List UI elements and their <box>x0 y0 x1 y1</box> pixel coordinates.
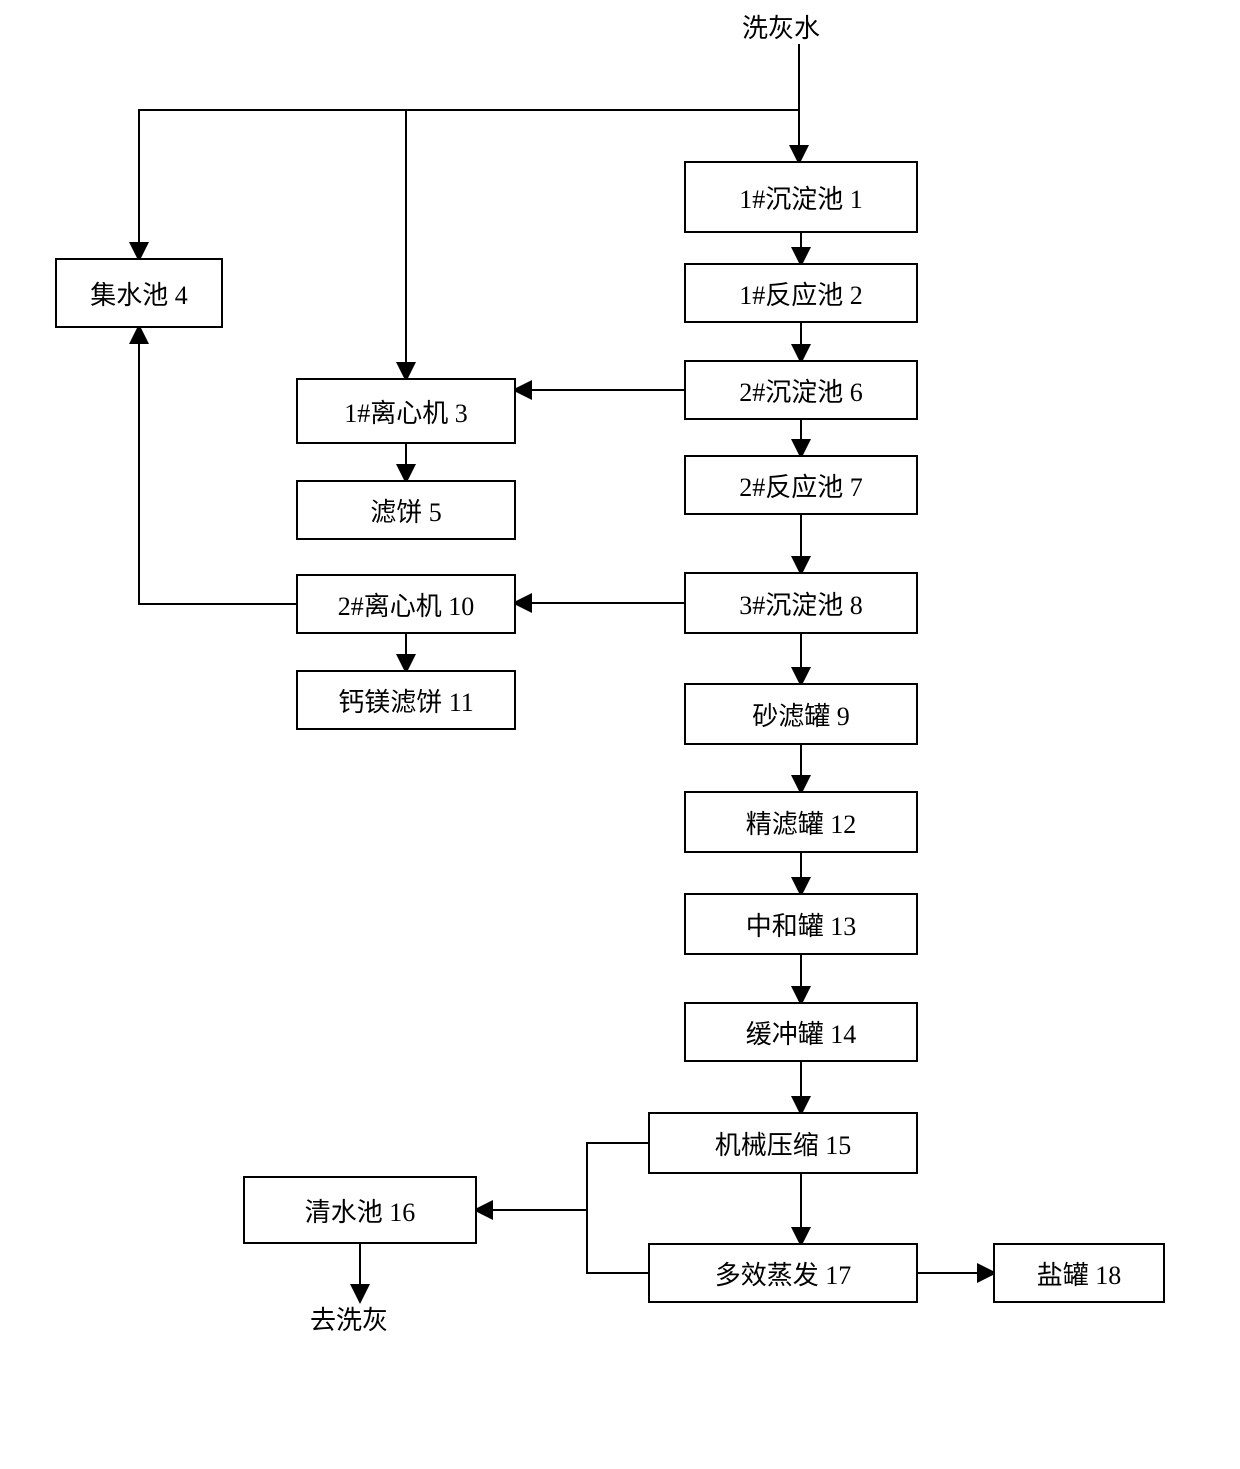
edge-n15_left-n16 <box>477 1143 648 1210</box>
edge-n17_left-n16_b <box>587 1210 648 1273</box>
node-n10: 2#离心机 10 <box>296 574 516 634</box>
node-input_label: 洗灰水 <box>742 8 820 45</box>
node-n13: 中和罐 13 <box>684 893 918 955</box>
node-n3: 1#离心机 3 <box>296 378 516 444</box>
node-n1: 1#沉淀池 1 <box>684 161 918 233</box>
node-output_label: 去洗灰 <box>310 1300 388 1337</box>
node-n6: 2#沉淀池 6 <box>684 360 918 420</box>
node-n17: 多效蒸发 17 <box>648 1243 918 1303</box>
node-n4: 集水池 4 <box>55 258 223 328</box>
node-n8: 3#沉淀池 8 <box>684 572 918 634</box>
node-n14: 缓冲罐 14 <box>684 1002 918 1062</box>
node-n18: 盐罐 18 <box>993 1243 1165 1303</box>
node-n9: 砂滤罐 9 <box>684 683 918 745</box>
edge-n10_left-n4_bottom <box>139 328 296 604</box>
node-n12: 精滤罐 12 <box>684 791 918 853</box>
node-n2: 1#反应池 2 <box>684 263 918 323</box>
node-n5: 滤饼 5 <box>296 480 516 540</box>
node-n11: 钙镁滤饼 11 <box>296 670 516 730</box>
node-n15: 机械压缩 15 <box>648 1112 918 1174</box>
node-n7: 2#反应池 7 <box>684 455 918 515</box>
node-n16: 清水池 16 <box>243 1176 477 1244</box>
